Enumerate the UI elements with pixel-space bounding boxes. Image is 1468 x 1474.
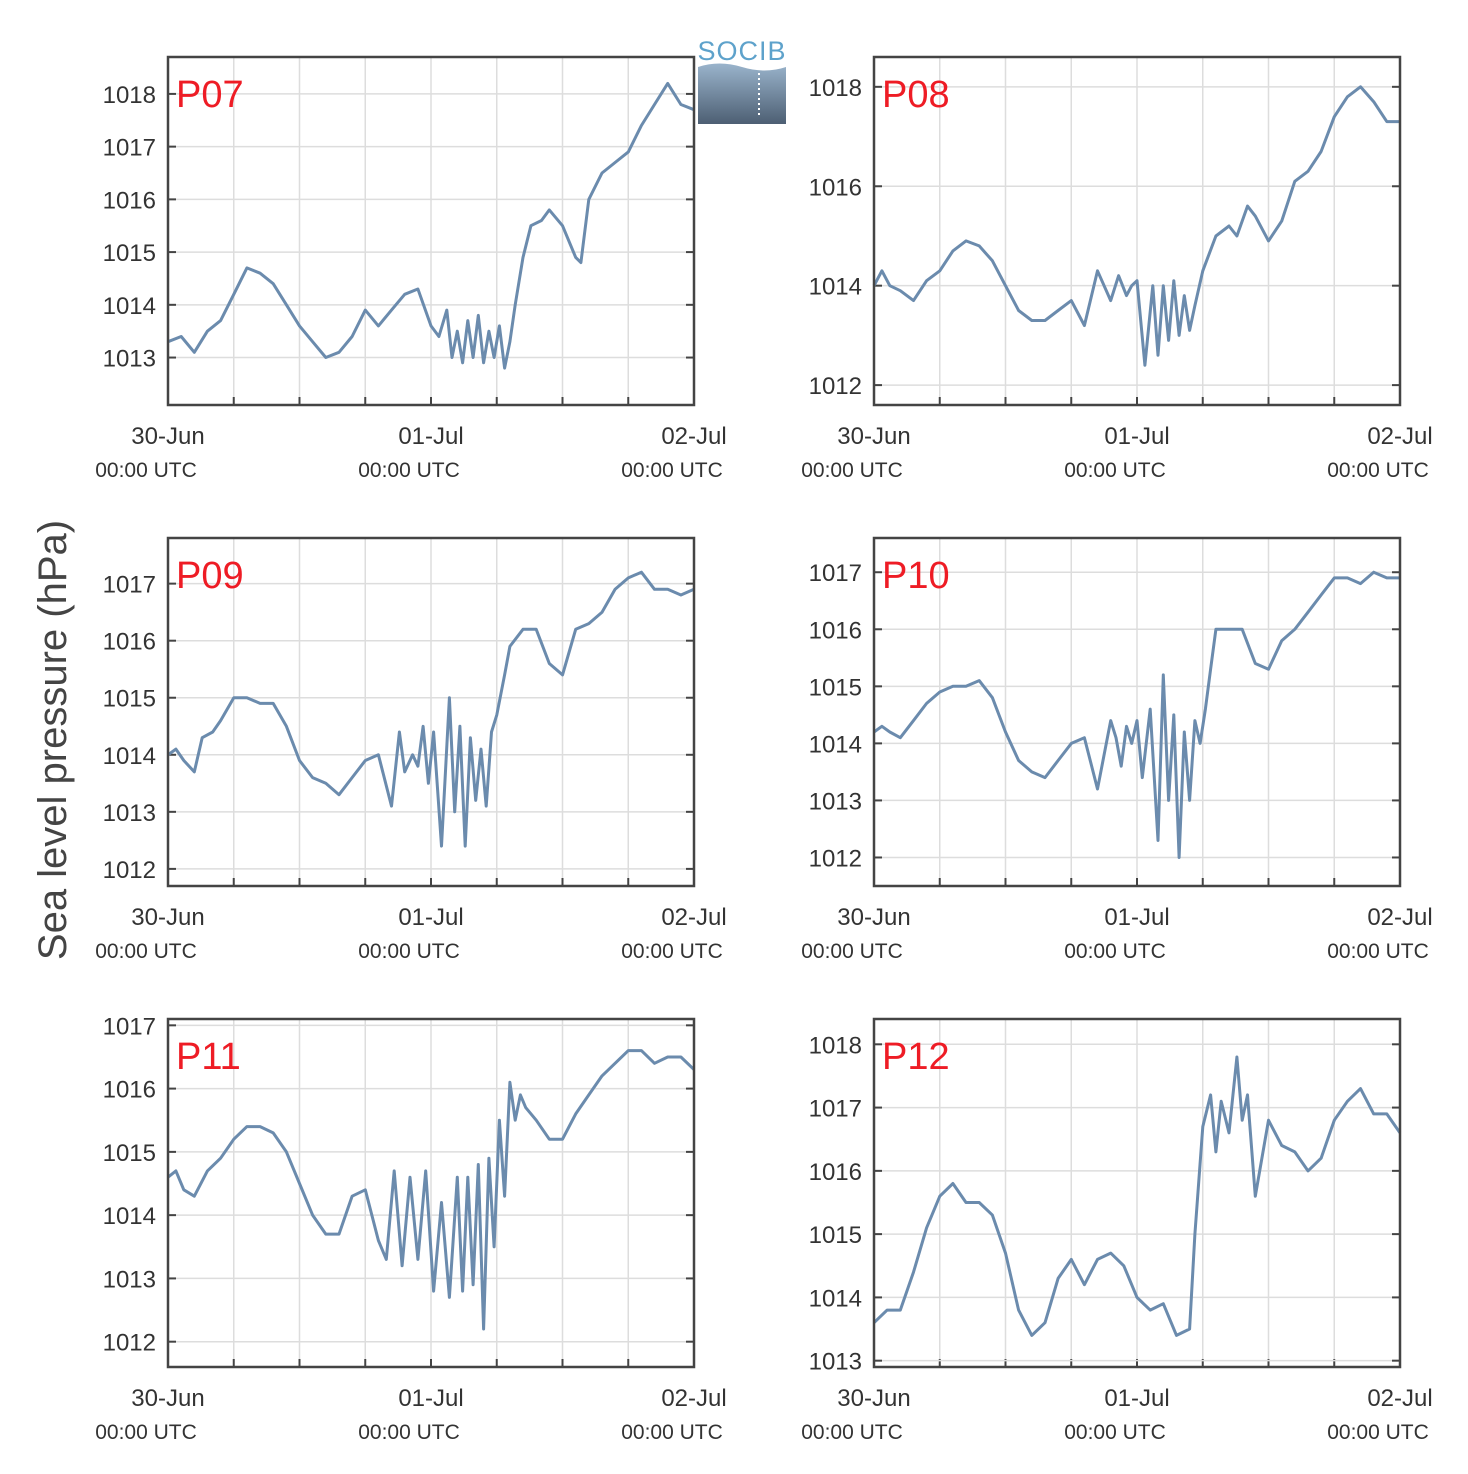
x-tick-label: 01-Jul xyxy=(1104,904,1169,931)
y-tick-label: 1013 xyxy=(809,1349,862,1376)
panel-label: P07 xyxy=(176,74,244,116)
y-tick-label: 1017 xyxy=(103,135,156,162)
series-line-p12 xyxy=(872,1055,1402,1337)
y-tick-label: 1016 xyxy=(103,1077,156,1104)
y-tick-label: 1013 xyxy=(103,800,156,827)
x-tick-label: 01-Jul xyxy=(398,904,463,931)
x-tick-label: 30-Jun xyxy=(837,904,910,931)
series-line-p07 xyxy=(167,81,695,370)
x-tick-sublabel: 00:00 UTC xyxy=(1064,459,1166,482)
x-tick-label: 02-Jul xyxy=(1367,423,1432,450)
x-tick-sublabel: 00:00 UTC xyxy=(1064,1421,1166,1444)
y-tick-label: 1016 xyxy=(103,629,156,656)
panel-p10: 1012 1013 1014 1015 1016 1017 30-Jun 00:00 UTC 0… xyxy=(801,536,1433,963)
y-tick-label: 1015 xyxy=(103,240,156,267)
y-tick-label: 1017 xyxy=(103,1013,156,1040)
series-line-p09 xyxy=(167,570,695,848)
x-tick-label: 01-Jul xyxy=(398,423,463,450)
y-tick-label: 1014 xyxy=(809,731,862,758)
y-tick-label: 1017 xyxy=(809,1096,862,1123)
x-tick-sublabel: 00:00 UTC xyxy=(1327,1421,1429,1444)
plot-frame xyxy=(872,536,1402,888)
y-tick-label: 1014 xyxy=(103,743,156,770)
panel-p08: 1012 1014 1016 1018 30-Jun 00:00 UTC 01-Jul 00:… xyxy=(801,55,1433,482)
panel-label: P11 xyxy=(176,1036,241,1078)
x-tick-label: 01-Jul xyxy=(1104,423,1169,450)
y-tick-label: 1017 xyxy=(103,572,156,599)
x-tick-label: 01-Jul xyxy=(398,1385,463,1412)
y-tick-label: 1016 xyxy=(809,174,862,201)
y-tick-label: 1014 xyxy=(809,1285,862,1312)
x-tick-label: 30-Jun xyxy=(837,423,910,450)
x-tick-label: 30-Jun xyxy=(131,1385,204,1412)
x-tick-label: 30-Jun xyxy=(131,904,204,931)
y-tick-label: 1014 xyxy=(103,1203,156,1230)
y-axis-label: Sea level pressure (hPa) xyxy=(31,520,75,960)
socib-logo-text: SOCIB xyxy=(697,36,786,66)
x-tick-sublabel: 00:00 UTC xyxy=(801,459,903,482)
y-tick-label: 1018 xyxy=(103,82,156,109)
y-tick-label: 1016 xyxy=(809,1159,862,1186)
x-tick-label: 02-Jul xyxy=(1367,904,1432,931)
y-tick-label: 1012 xyxy=(809,373,862,400)
x-tick-label: 30-Jun xyxy=(131,423,204,450)
y-tick-label: 1016 xyxy=(103,187,156,214)
series-line-p11 xyxy=(167,1049,696,1331)
x-tick-label: 02-Jul xyxy=(661,1385,726,1412)
plot-frame xyxy=(166,55,696,407)
y-tick-label: 1012 xyxy=(103,857,156,884)
x-tick-label: 02-Jul xyxy=(1367,1385,1432,1412)
x-tick-sublabel: 00:00 UTC xyxy=(621,940,723,963)
y-tick-label: 1013 xyxy=(103,1266,156,1293)
plot-frame xyxy=(166,1017,696,1369)
panel-p07: 1013 1014 1015 1016 1017 1018 30-Jun 00:00 UTC 0… xyxy=(95,55,727,482)
y-tick-label: 1015 xyxy=(103,686,156,713)
x-tick-sublabel: 00:00 UTC xyxy=(621,1421,723,1444)
panel-label: P12 xyxy=(882,1036,950,1078)
x-tick-sublabel: 00:00 UTC xyxy=(95,940,197,963)
y-tick-label: 1016 xyxy=(809,617,862,644)
plot-frame xyxy=(166,536,696,888)
x-tick-sublabel: 00:00 UTC xyxy=(95,1421,197,1444)
x-tick-label: 02-Jul xyxy=(661,423,726,450)
plot-frame xyxy=(872,1017,1402,1369)
panel-label: P08 xyxy=(882,74,950,116)
panel-p12: 1013 1014 1015 1016 1017 1018 30-Jun 00:00 UTC 0… xyxy=(801,1017,1433,1444)
x-tick-label: 02-Jul xyxy=(661,904,726,931)
y-tick-label: 1018 xyxy=(809,1032,862,1059)
x-tick-sublabel: 00:00 UTC xyxy=(358,940,460,963)
panel-p11: 1012 1013 1014 1015 1016 1017 30-Jun 00:00 UTC 0… xyxy=(95,1013,726,1444)
x-tick-sublabel: 00:00 UTC xyxy=(621,459,723,482)
series-line-p10 xyxy=(873,570,1400,859)
socib-logo: SOCIB xyxy=(697,36,786,124)
x-tick-sublabel: 00:00 UTC xyxy=(1327,459,1429,482)
x-tick-label: 01-Jul xyxy=(1104,1385,1169,1412)
y-tick-label: 1012 xyxy=(103,1330,156,1357)
y-tick-label: 1014 xyxy=(809,274,862,301)
x-tick-sublabel: 00:00 UTC xyxy=(1064,940,1166,963)
x-tick-sublabel: 00:00 UTC xyxy=(358,1421,460,1444)
y-tick-label: 1018 xyxy=(809,75,862,102)
y-tick-label: 1017 xyxy=(809,560,862,587)
y-tick-label: 1013 xyxy=(103,346,156,373)
y-tick-label: 1015 xyxy=(809,1222,862,1249)
series-line-p08 xyxy=(872,85,1400,367)
x-tick-sublabel: 00:00 UTC xyxy=(1327,940,1429,963)
plot-frame xyxy=(872,55,1402,407)
x-tick-label: 30-Jun xyxy=(837,1385,910,1412)
y-tick-label: 1015 xyxy=(103,1140,156,1167)
x-tick-sublabel: 00:00 UTC xyxy=(801,1421,903,1444)
y-tick-label: 1014 xyxy=(103,293,156,320)
panel-p09: 1012 1013 1014 1015 1016 1017 30-Jun 00:00 UTC 0… xyxy=(95,536,727,963)
x-tick-sublabel: 00:00 UTC xyxy=(358,459,460,482)
y-tick-label: 1012 xyxy=(809,845,862,872)
panel-label: P10 xyxy=(882,555,950,597)
y-tick-label: 1015 xyxy=(809,674,862,701)
y-tick-label: 1013 xyxy=(809,788,862,815)
x-tick-sublabel: 00:00 UTC xyxy=(801,940,903,963)
panel-label: P09 xyxy=(176,555,244,597)
x-tick-sublabel: 00:00 UTC xyxy=(95,459,197,482)
